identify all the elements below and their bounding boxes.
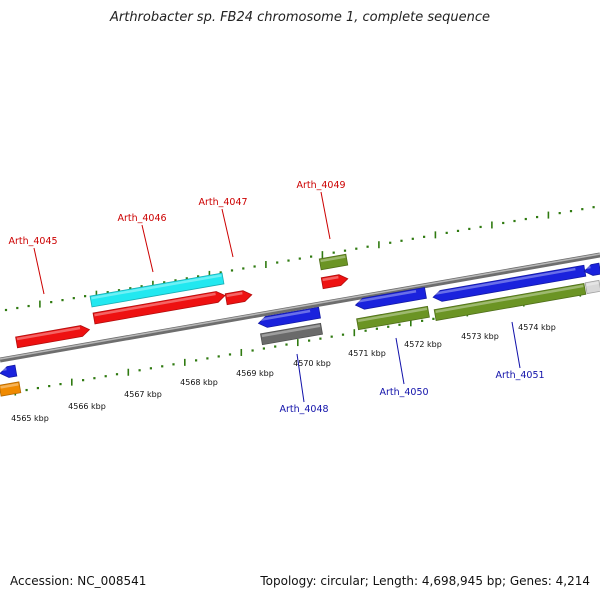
genome-backbone bbox=[0, 252, 600, 363]
gene-label[interactable]: Arth_4051 bbox=[495, 370, 544, 381]
callout-line bbox=[395, 337, 405, 385]
gene-label[interactable]: Arth_4047 bbox=[198, 197, 247, 208]
gene-arrow-gray[interactable] bbox=[260, 322, 323, 346]
gene-arrow-red[interactable] bbox=[224, 289, 253, 306]
accession-text: Accession: NC_008541 bbox=[10, 574, 147, 588]
callout-line bbox=[511, 321, 521, 369]
kbp-label: 4567 kbp bbox=[124, 390, 162, 399]
kbp-label: 4566 kbp bbox=[68, 402, 106, 411]
gene-arrow-blue[interactable] bbox=[432, 264, 587, 302]
gene-label[interactable]: Arth_4050 bbox=[379, 387, 428, 398]
gene-arrow-light[interactable] bbox=[584, 279, 600, 295]
gene-callouts: Arth_4045 Arth_4046 Arth_4047 Arth_4049 Arth… bbox=[8, 180, 544, 415]
gene-arrow-cyan[interactable] bbox=[89, 272, 225, 308]
kbp-labels: 4565 kbp 4566 kbp 4567 kbp 4568 kbp 4569 kbp… bbox=[11, 323, 556, 423]
callout-line bbox=[221, 208, 234, 258]
gene-arrow-olive[interactable] bbox=[433, 283, 587, 321]
gene-arrow-red[interactable] bbox=[15, 324, 91, 349]
kbp-label: 4565 kbp bbox=[11, 414, 49, 423]
topology-text: Topology: circular; Length: 4,698,945 bp… bbox=[260, 574, 590, 588]
kbp-label: 4572 kbp bbox=[404, 340, 442, 349]
callout-line bbox=[141, 224, 154, 273]
gene-arrow-blue[interactable] bbox=[354, 286, 427, 310]
gene-label[interactable]: Arth_4046 bbox=[117, 213, 166, 224]
gene-arrow-orange[interactable] bbox=[0, 381, 22, 397]
kbp-label: 4573 kbp bbox=[461, 332, 499, 341]
gene-arrow-blue[interactable] bbox=[0, 364, 18, 379]
kbp-label: 4574 kbp bbox=[518, 323, 556, 332]
page-title: Arthrobacter sp. FB24 chromosome 1, comp… bbox=[109, 10, 491, 25]
gene-label[interactable]: Arth_4049 bbox=[296, 180, 345, 191]
callout-line bbox=[33, 247, 45, 295]
gene-arrow-blue[interactable] bbox=[583, 262, 600, 277]
kbp-label: 4570 kbp bbox=[293, 359, 331, 368]
gene-arrow-olive[interactable] bbox=[318, 253, 349, 271]
kbp-label: 4571 kbp bbox=[348, 349, 386, 358]
callout-line bbox=[320, 191, 331, 240]
gene-arrow-blue[interactable] bbox=[257, 306, 321, 329]
gene-arrow-red[interactable] bbox=[92, 290, 226, 325]
kbp-label: 4568 kbp bbox=[180, 378, 218, 387]
gene-label[interactable]: Arth_4048 bbox=[279, 404, 328, 415]
gene-arrow-olive[interactable] bbox=[356, 305, 430, 331]
gene-features[interactable] bbox=[0, 253, 600, 397]
gene-arrow-red[interactable] bbox=[320, 273, 349, 290]
gene-label[interactable]: Arth_4045 bbox=[8, 236, 57, 247]
kbp-label: 4569 kbp bbox=[236, 369, 274, 378]
callout-line bbox=[296, 353, 305, 403]
